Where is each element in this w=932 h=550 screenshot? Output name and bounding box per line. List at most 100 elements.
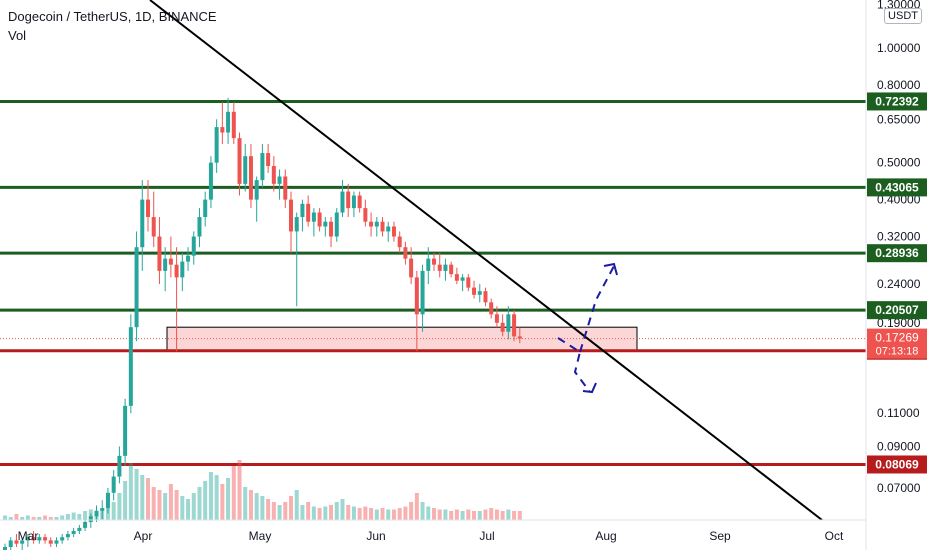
volume-bar — [191, 493, 196, 520]
volume-bar — [340, 499, 345, 520]
volume-bar — [420, 502, 425, 520]
candle-body — [220, 127, 225, 133]
volume-bar — [426, 506, 431, 520]
candle-body — [386, 226, 391, 232]
volume-bar — [20, 517, 25, 520]
projection-up-head — [603, 262, 618, 276]
candle-body — [180, 261, 185, 278]
volume-bar — [260, 496, 265, 520]
candle-body — [128, 327, 133, 406]
volume-bar — [128, 463, 133, 520]
candle-body — [403, 247, 408, 259]
volume-bar — [163, 493, 168, 520]
volume-bar — [243, 487, 248, 520]
candle-body — [454, 274, 459, 281]
candle-body — [334, 212, 339, 237]
x-tick-label: Jun — [366, 529, 385, 543]
volume-bar — [386, 509, 391, 520]
candle-body — [317, 212, 322, 227]
volume-bar — [31, 517, 36, 520]
candle-body — [197, 217, 202, 237]
y-tick-label: 0.65000 — [877, 112, 921, 126]
candle-body — [517, 336, 522, 339]
price-tag-label: 0.43065 — [875, 180, 919, 194]
candle-body — [283, 176, 288, 200]
candle-body — [163, 258, 168, 271]
candle-body — [357, 195, 362, 209]
volume-bar — [14, 514, 19, 520]
candle-body — [391, 226, 396, 237]
volume-bar — [77, 514, 82, 520]
volume-bar — [174, 490, 179, 520]
candle-body — [123, 405, 128, 456]
time-axis: Mar Apr May Jun Jul Aug Sep Oct — [18, 529, 844, 543]
x-tick-label: May — [249, 529, 272, 543]
candle-body — [300, 203, 305, 218]
candle-body — [8, 540, 13, 548]
candle-body — [77, 527, 82, 531]
candle-body — [94, 510, 99, 517]
volume-bar — [443, 509, 448, 520]
trend-line — [149, 0, 823, 521]
volume-bar — [414, 493, 419, 520]
candle-body — [329, 221, 334, 237]
candle-body — [168, 258, 173, 265]
volume-bar — [369, 508, 374, 520]
candle-body — [369, 221, 374, 227]
candle-body — [191, 236, 196, 256]
volume-bar — [180, 496, 185, 520]
volume-bar — [123, 481, 128, 520]
horizontal-levels — [0, 99, 866, 466]
candle-body — [260, 153, 265, 181]
volume-bar — [197, 487, 202, 520]
y-tick-label: 1.00000 — [877, 41, 921, 55]
candle-body — [271, 166, 276, 184]
volume-bar — [25, 515, 30, 520]
volume-bar — [277, 505, 282, 520]
candle-body — [432, 258, 436, 265]
volume-bar — [157, 490, 162, 520]
volume-bar — [512, 511, 517, 520]
volume-bar — [48, 517, 53, 520]
candle-body — [477, 291, 482, 295]
price-tag-box — [867, 244, 927, 263]
candle-body — [426, 258, 431, 271]
x-tick-label: Mar — [18, 529, 39, 543]
candle-body — [472, 287, 477, 295]
candle-body — [25, 537, 30, 541]
candle-body — [289, 199, 293, 232]
candle-body — [100, 508, 105, 511]
price-tag-box — [867, 92, 927, 111]
candle-body — [306, 203, 311, 222]
volume-bar — [437, 509, 442, 520]
candle-body — [37, 537, 42, 541]
y-tick-label: 0.50000 — [877, 156, 921, 170]
candle-body — [323, 221, 328, 227]
volume-bar — [466, 509, 471, 520]
candle-body — [483, 291, 488, 303]
current-price-label: 0.17269 — [875, 331, 919, 345]
volume-bar — [432, 508, 436, 520]
candle-body — [208, 162, 213, 200]
candle-body — [494, 314, 499, 323]
projection-down-head — [582, 382, 597, 394]
currency-button[interactable]: USDT — [884, 8, 922, 24]
x-tick-label: Jul — [479, 529, 494, 543]
candle-body — [380, 221, 385, 232]
indicator-label: Vol — [8, 28, 27, 43]
candle-body — [311, 212, 316, 222]
volume-bar — [254, 493, 259, 520]
projection-down — [557, 337, 591, 393]
x-tick-label: Apr — [134, 529, 153, 543]
price-tags: 0.723920.430650.289360.205070.160500.080… — [867, 92, 927, 474]
volume-bar — [483, 509, 488, 520]
volume-bar — [54, 517, 59, 520]
candle-body — [88, 516, 93, 522]
volume-bar — [363, 506, 368, 520]
volume-bar — [226, 478, 231, 520]
candle-body — [420, 270, 425, 315]
candle-body — [351, 195, 356, 209]
volume-bar — [111, 502, 116, 520]
candle-body — [363, 208, 368, 222]
